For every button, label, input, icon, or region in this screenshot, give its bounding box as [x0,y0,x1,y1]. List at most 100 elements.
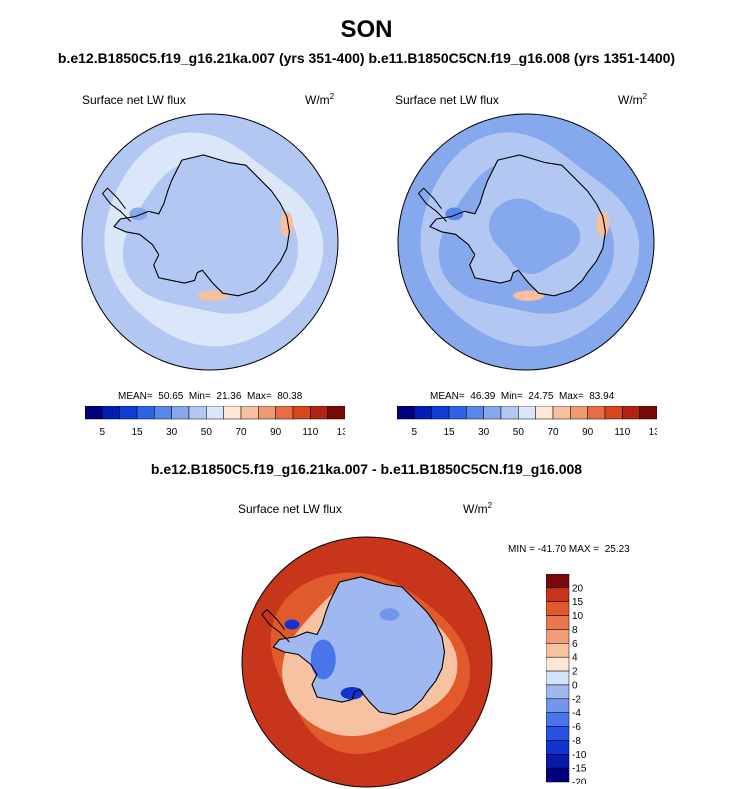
colorbar-box [546,712,570,727]
panel2-colorbar-tick: 90 [582,427,594,438]
ice-margin-peak [197,290,228,301]
colorbar-box [535,406,554,420]
coastal-low [445,207,464,221]
colorbar-box [552,406,571,420]
panel1-title: Surface net LW flux [82,93,186,107]
ice-margin-peak [596,211,610,237]
map-border [81,113,339,371]
interior-low [379,608,400,621]
coastal-minimum [310,639,336,680]
panel2-title: Surface net LW flux [395,93,499,107]
colorbar-box [546,587,570,602]
panel1-colorbar-tick: 90 [270,427,282,438]
panel1-colorbar-tick: 130 [337,427,345,438]
panel3-colorbar-tick: -2 [572,694,581,705]
panel3-colorbar-tick: -4 [572,708,581,719]
season-title: SON [340,16,393,43]
colorbar-box [85,406,103,420]
panel1-stats: MEAN= 50.65 Min= 21.36 Max= 80.38 [118,391,303,402]
panel1-colorbar-tick: 15 [131,427,143,438]
colorbar-box [292,406,311,420]
panel2-colorbar-tick: 70 [547,427,559,438]
panel3-colorbar-tick: 0 [572,680,578,691]
panel2-colorbar-tick: 15 [443,427,455,438]
colorbar-box [206,406,224,420]
coastal-minimum [340,687,364,700]
colorbar-box [546,670,570,686]
panel1-colorbar-tick: 50 [201,427,213,438]
panel3-units: W/m2 [463,501,493,516]
panel3-polar-map [241,536,493,788]
panel1-field [82,114,338,370]
peninsula-coastline [417,187,447,222]
panel3-field [242,537,492,787]
panel3-colorbar-tick: 15 [572,597,584,608]
colorbar-box [119,406,138,420]
panel3-colorbar-tick: -6 [572,722,581,733]
colorbar-box [171,406,190,420]
colorbar-box [310,406,328,420]
colorbar-box [414,406,432,420]
panel2-field [398,114,654,370]
colorbar-box [546,767,570,783]
colorbar-box [546,754,570,769]
panel3-colorbar-tick: 4 [572,653,578,664]
panel3-colorbar-tick: 2 [572,667,578,678]
colorbar-box [240,406,259,420]
panel3-colorbar-tick: -20 [572,778,587,785]
colorbar-box [136,406,155,420]
difference-title: b.e12.B1850C5.f19_g16.21ka.007 - b.e11.B… [150,461,583,477]
map-border [241,536,493,788]
panel3-colorbar-tick: 8 [572,625,578,636]
colorbar-box [518,406,536,420]
peninsula-coastline [261,608,290,643]
panel2-colorbar: 5 15 30 50 70 90 110 130 [397,406,657,438]
coastal-low [129,207,148,221]
panel3-title: Surface net LW flux [238,502,342,516]
colorbar-box [546,629,570,644]
panel2-stats: MEAN= 46.39 Min= 24.75 Max= 83.94 [430,391,615,402]
colorbar-box [570,406,588,420]
peninsula-coastline [101,187,131,222]
colorbar-box [546,615,570,630]
colorbar-box [622,406,640,420]
panel3-colorbar-tick: 20 [572,583,584,594]
colorbar-box [327,406,345,420]
colorbar-box [604,406,623,420]
panel1-colorbar-tick: 110 [302,427,318,438]
colorbar-box [546,726,570,741]
panel3-colorbar-tick: -10 [572,750,587,761]
panel1-colorbar-tick: 70 [235,427,247,438]
panel1-colorbar-tick: 5 [100,427,106,438]
panel3-colorbar-tick: -15 [572,764,587,775]
plateau-region [173,198,265,274]
antarctic-coastline [272,576,446,716]
colorbar-box [500,406,519,420]
panel3-colorbar-tick: 10 [572,611,584,622]
colorbar-box [275,406,294,420]
colorbar-box [639,406,657,420]
ice-margin-peak [280,211,294,237]
colorbar-box [397,406,415,420]
panel2-colorbar-tick: 110 [614,427,630,438]
colorbar-box [431,406,450,420]
panel1-colorbar: 5 15 30 50 70 90 110 130 [85,406,345,438]
panel2-colorbar-tick: 130 [649,427,657,438]
case-names-subtitle: b.e12.B1850C5.f19_g16.21ka.007 (yrs 351-… [57,50,676,66]
panel1-polar-map [81,113,339,371]
colorbar-box [223,406,242,420]
colorbar-box [546,574,570,589]
map-border [397,113,655,371]
colorbar-box [154,406,172,420]
panel1-units: W/m2 [305,92,335,107]
colorbar-box [466,406,484,420]
panel1-colorbar-tick: 30 [166,427,178,438]
antarctic-coastline [429,154,606,297]
panel2-colorbar-tick: 50 [513,427,525,438]
colorbar-box [546,656,570,672]
plateau-region [489,198,581,274]
antarctic-coastline [113,154,290,297]
panel2-colorbar-tick: 30 [478,427,490,438]
panel3-stats: MIN = -41.70 MAX = 25.23 [508,544,630,555]
